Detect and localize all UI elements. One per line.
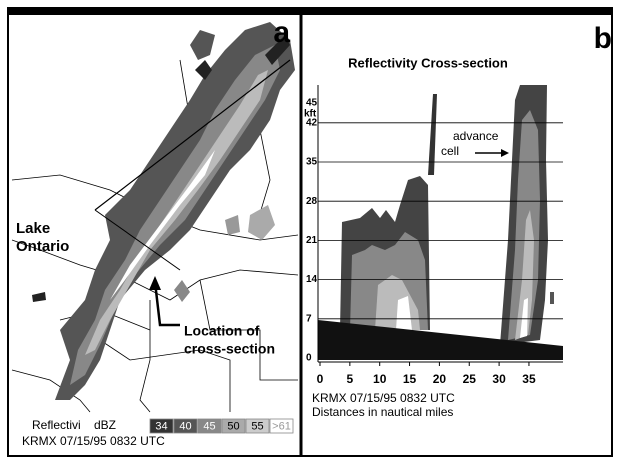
x-tick-label: 5 [347, 372, 354, 386]
legend-label: 34 [155, 420, 167, 432]
echo [174, 280, 190, 302]
legend-label: >61 [272, 420, 291, 432]
y-tick-label: 42 [306, 117, 318, 128]
y-unit: kft [304, 109, 317, 120]
legend-title: Reflectivi [32, 418, 81, 432]
arrow-head [501, 149, 509, 157]
legend-swatch [221, 418, 246, 434]
arrow [153, 281, 180, 327]
legend-swatch [245, 418, 270, 434]
legend-swatch [173, 418, 198, 434]
footer: KRMX 07/15/95 0832 UTC [312, 391, 455, 405]
echo [248, 205, 275, 240]
echo [225, 215, 240, 235]
annotation: cross-section [184, 341, 275, 357]
terrain [318, 320, 563, 360]
arrow-head [149, 276, 161, 290]
legend-swatch [269, 418, 294, 434]
legend-label: 45 [203, 420, 215, 432]
echo [85, 70, 268, 355]
legend-unit: dBZ [94, 418, 116, 432]
annotation: Lake [16, 220, 50, 237]
annotation: Ontario [16, 238, 69, 255]
legend-swatch [197, 418, 222, 434]
x-tick-label: 30 [492, 372, 506, 386]
echo [550, 292, 554, 304]
panel-label: a [273, 16, 290, 49]
x-tick-label: 20 [433, 372, 447, 386]
echo [520, 298, 528, 338]
echo [515, 210, 534, 340]
y-tick-label: 0 [306, 353, 312, 364]
y-tick-label: 21 [306, 235, 318, 246]
cross-section-line [94, 209, 181, 271]
legend: 34 40 45 50 55 >61 [149, 418, 294, 434]
echo [110, 150, 215, 300]
plot [317, 85, 563, 363]
echo [396, 296, 412, 330]
panel-label: b [594, 22, 612, 55]
cross-section-line [94, 59, 291, 211]
footer: KRMX 07/15/95 0832 UTC [22, 434, 165, 448]
echo [428, 94, 437, 175]
top-bar [8, 8, 612, 15]
legend-swatch [149, 418, 174, 434]
y-tick-label: 35 [306, 157, 318, 168]
chart-title: Reflectivity Cross-section [348, 55, 508, 70]
echo [265, 35, 290, 65]
legend-label: 40 [179, 420, 191, 432]
y-tick-label: 7 [306, 313, 312, 324]
footer: Distances in nautical miles [312, 405, 453, 419]
y-tick-label: 45 [306, 98, 318, 109]
x-tick-label: 0 [317, 372, 324, 386]
y-tick-label: 14 [306, 274, 318, 285]
y-tick-label: 28 [306, 196, 318, 207]
echo [190, 30, 215, 60]
radar-map [11, 22, 299, 413]
legend-label: 55 [251, 420, 263, 432]
annotation: cell [441, 144, 459, 158]
echo [195, 60, 212, 80]
x-tick-label: 35 [522, 372, 536, 386]
x-tick-label: 10 [373, 372, 387, 386]
annotation: advance [453, 129, 499, 143]
annotation: Location of [184, 323, 260, 339]
legend-label: 50 [227, 420, 239, 432]
x-tick-label: 15 [403, 372, 417, 386]
x-tick-label: 25 [463, 372, 477, 386]
echo [32, 292, 46, 302]
